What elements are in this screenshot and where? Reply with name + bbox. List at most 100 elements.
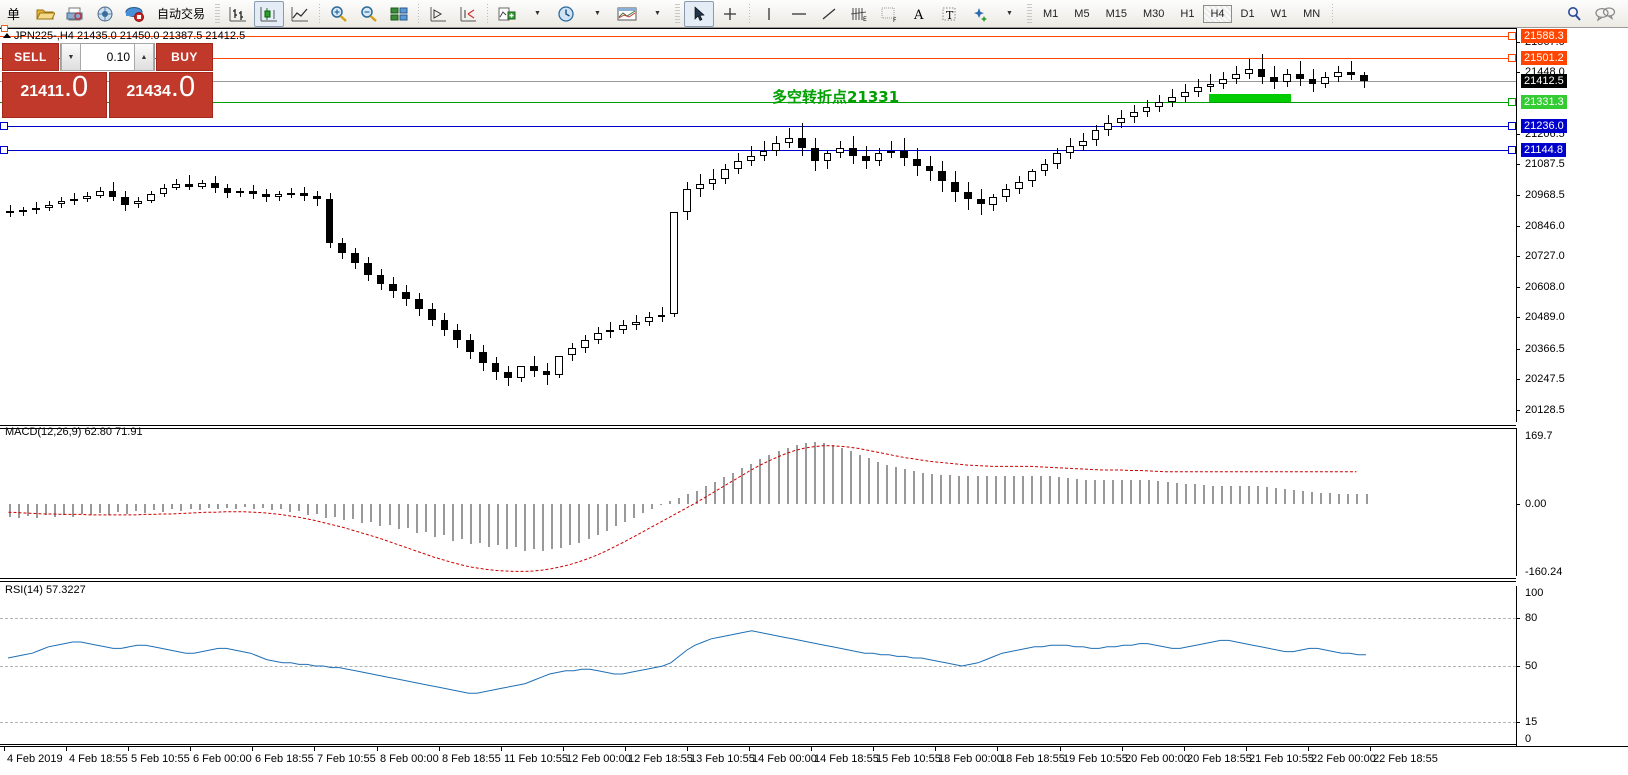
price-axis-label: 20727.0 [1525, 250, 1565, 262]
volume-stepper[interactable]: ▼ 0.10 ▲ [60, 43, 155, 71]
tile-windows-icon[interactable] [385, 2, 413, 26]
auto-scroll-icon[interactable] [454, 2, 482, 26]
level-line-handle-left[interactable] [0, 146, 8, 154]
macd-histogram-bar [569, 504, 572, 546]
level-line-21412.5[interactable] [0, 81, 1516, 82]
timeframe-mn[interactable]: MN [1303, 7, 1321, 20]
price-tag-current-price[interactable]: 21412.5 [1521, 74, 1567, 88]
price-tag-pivot-line[interactable]: 21331.3 [1521, 95, 1567, 109]
shapes-dropdown-caret[interactable]: ▼ [1006, 10, 1013, 17]
macd-histogram-bar [144, 504, 147, 514]
price-tag-support-line[interactable]: 21236.0 [1521, 119, 1567, 133]
timeframe-m1[interactable]: M1 [1043, 7, 1059, 20]
templates-dropdown-caret[interactable]: ▼ [654, 10, 661, 17]
fibonacci-icon[interactable]: E [845, 2, 873, 26]
buy-button[interactable]: BUY [156, 43, 213, 71]
toolbar-grip-3[interactable] [1027, 3, 1033, 24]
one-click-trading-panel[interactable]: SELL ▼ 0.10 ▲ BUY 21411 .0 21434 .0 [2, 43, 213, 118]
level-line-21588.3[interactable] [0, 36, 1516, 37]
macd-histogram-bar [1039, 476, 1042, 505]
candle-body-bullish [1015, 181, 1023, 190]
indicators-icon[interactable] [493, 2, 521, 26]
trendline-icon[interactable] [815, 2, 843, 26]
chat-icon[interactable] [1591, 2, 1619, 26]
macd-histogram-bar [1220, 486, 1223, 505]
price-tag-resistance-line[interactable]: 21588.3 [1521, 29, 1567, 43]
timeframe-m30[interactable]: M30 [1142, 7, 1165, 20]
macd-histogram-bar [840, 447, 843, 505]
level-line-21144.8[interactable] [0, 150, 1516, 151]
autotrade-icon[interactable] [121, 2, 149, 26]
price-tag-support-line[interactable]: 21144.8 [1521, 143, 1566, 157]
macd-indicator-label: MACD(12,26,9) 62.80 71.91 [5, 426, 143, 438]
level-line-21501.2[interactable] [0, 58, 1516, 59]
macd-histogram-bar [1256, 486, 1259, 505]
macd-histogram-bar [1030, 476, 1033, 505]
candlestick-chart-icon[interactable] [254, 0, 285, 27]
level-line-handle[interactable] [1508, 54, 1516, 62]
sell-price-display[interactable]: 21411 .0 [2, 72, 107, 118]
volume-decrement-button[interactable]: ▼ [61, 43, 81, 71]
timeframe-w1[interactable]: W1 [1270, 7, 1288, 20]
price-tag-resistance-line[interactable]: 21501.2 [1521, 51, 1567, 65]
macd-price-scale[interactable] [1516, 428, 1628, 576]
macd-histogram-bar [741, 468, 744, 505]
toolbar-grip-1[interactable] [215, 3, 221, 24]
level-line-handle[interactable] [1508, 122, 1516, 130]
price-price-scale[interactable] [1516, 28, 1628, 422]
vertical-line-icon[interactable] [755, 2, 783, 26]
folder-icon[interactable] [31, 2, 59, 26]
level-line-21236[interactable] [0, 126, 1516, 127]
zoom-in-icon[interactable] [325, 2, 353, 26]
level-line-handle-left[interactable] [0, 122, 8, 130]
level-line-handle[interactable] [1508, 98, 1516, 106]
crosshair-icon[interactable] [716, 2, 744, 26]
candle-wick [74, 193, 76, 205]
sell-button[interactable]: SELL [2, 43, 59, 71]
data-center-icon[interactable] [91, 2, 119, 26]
rsi-price-scale[interactable] [1516, 586, 1628, 746]
label-icon[interactable]: T [935, 2, 963, 26]
zoom-out-icon[interactable] [355, 2, 383, 26]
candle-body-bullish [1053, 153, 1062, 164]
toolbar-grip-2[interactable] [675, 3, 681, 24]
candle-body-bullish [1040, 163, 1049, 172]
timeframe-m15[interactable]: M15 [1105, 7, 1127, 20]
level-line-handle[interactable] [1508, 32, 1516, 40]
templates-icon[interactable] [613, 2, 641, 26]
candle-body-bullish [785, 138, 794, 144]
shapes-icon[interactable] [965, 2, 993, 26]
chart-shift-icon[interactable] [424, 2, 452, 26]
timeframe-d1[interactable]: D1 [1240, 7, 1255, 20]
volume-increment-button[interactable]: ▲ [134, 43, 154, 71]
chart-annotation-text[interactable]: 多空转折点21331 [772, 88, 900, 106]
timeframe-h4[interactable]: H4 [1203, 4, 1232, 23]
level-line-21331.3[interactable] [0, 102, 1516, 103]
channel-icon[interactable]: F [875, 2, 903, 26]
search-icon[interactable] [1561, 2, 1589, 26]
level-line-handle[interactable] [1508, 146, 1516, 154]
pivot-zone-highlight[interactable] [1209, 94, 1291, 102]
volume-input[interactable]: 0.10 [106, 50, 130, 64]
macd-histogram-bar [867, 458, 870, 505]
horizontal-line-icon[interactable] [785, 2, 813, 26]
macd-histogram-bar [270, 504, 273, 511]
indicators-dropdown-caret[interactable]: ▼ [534, 10, 541, 17]
new-order-icon[interactable]: 单 [1, 2, 29, 26]
macd-histogram-bar [216, 504, 219, 510]
period-icon[interactable] [553, 2, 581, 26]
period-dropdown-caret[interactable]: ▼ [594, 10, 601, 17]
candle-body-bearish [351, 253, 359, 264]
buy-price-display[interactable]: 21434 .0 [108, 72, 213, 118]
line-chart-icon[interactable] [286, 2, 314, 26]
timeframe-h1[interactable]: H1 [1180, 7, 1195, 20]
autotrade-label[interactable]: 自动交易 [151, 2, 211, 26]
macd-histogram-bar [822, 443, 825, 505]
cursor-icon[interactable] [684, 0, 715, 27]
print-preview-icon[interactable] [61, 2, 89, 26]
time-axis[interactable]: 4 Feb 2019 4 Feb 18:55 5 Feb 10:55 6 Feb 00… [0, 746, 1628, 775]
text-icon[interactable]: A [905, 2, 933, 26]
timeframe-m5[interactable]: M5 [1074, 7, 1090, 20]
bar-chart-icon[interactable] [224, 2, 252, 26]
